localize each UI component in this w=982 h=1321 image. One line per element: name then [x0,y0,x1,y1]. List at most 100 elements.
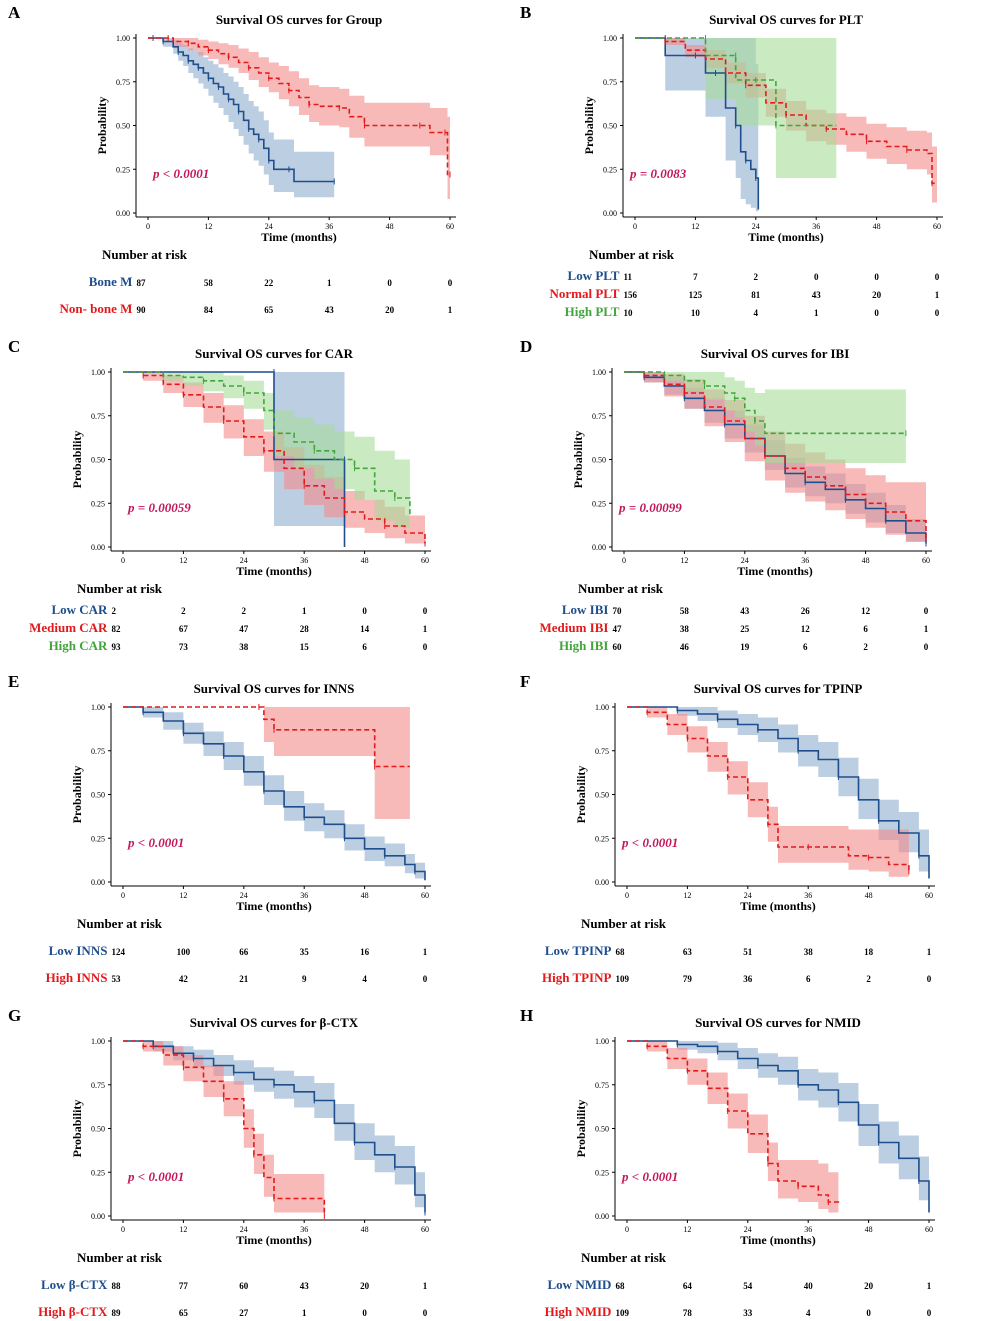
x-tick-label: 48 [361,556,369,565]
risk-count: 14 [360,624,370,634]
risk-count: 87 [136,278,146,288]
panel-letter: G [8,1006,21,1025]
risk-row-label: Medium IBI [539,620,608,635]
risk-table-title: Number at risk [578,581,664,596]
panel-letter: B [520,3,531,22]
risk-count: 1 [302,1308,307,1318]
y-tick-label: 0.00 [595,878,609,887]
chart-title: Survival OS curves for PLT [709,12,863,27]
ci-band-green [624,372,906,463]
risk-count: 6 [863,624,868,634]
y-axis-label: Probability [571,431,585,489]
p-value: p = 0.00059 [127,500,191,515]
risk-count: 38 [804,947,814,957]
x-tick-label: 36 [812,222,820,231]
risk-count: 88 [111,1281,121,1291]
x-tick-label: 48 [873,222,881,231]
survival-line-green [635,37,837,127]
y-tick-label: 0.50 [91,791,105,800]
survival-line-blue [123,1040,426,1213]
risk-count: 10 [691,308,701,318]
x-tick-label: 12 [683,1225,691,1234]
risk-count: 89 [111,1308,121,1318]
x-tick-label: 0 [146,222,150,231]
risk-count: 22 [264,278,274,288]
risk-row-label: Non- bone M [59,301,132,316]
risk-count: 12 [861,606,871,616]
risk-count: 0 [423,606,428,616]
risk-table-title: Number at risk [77,1250,163,1265]
p-value: p < 0.0001 [621,835,678,850]
survival-line-red [148,37,450,176]
risk-count: 2 [242,606,247,616]
panel-letter: C [8,337,20,356]
risk-count: 0 [924,642,929,652]
y-tick-label: 0.25 [91,1168,105,1177]
risk-count: 1 [423,1281,428,1291]
x-tick-label: 24 [240,1225,248,1234]
risk-count: 0 [935,272,940,282]
ci-band-green [123,372,410,539]
ci-band-blue [123,1041,425,1216]
x-tick-label: 48 [865,891,873,900]
risk-count: 68 [615,1281,625,1291]
y-axis-label: Probability [70,431,84,489]
ci-band-red [627,707,909,879]
risk-count: 6 [806,974,811,984]
y-tick-label: 0.50 [116,122,130,131]
panel-f: F Survival OS curves for TPINP 0.00 0.25 0.5… [520,672,935,985]
risk-row-label: Low β-CTX [41,1277,108,1292]
x-tick-label: 60 [925,1225,933,1234]
risk-count: 2 [754,272,759,282]
risk-count: 47 [239,624,249,634]
x-axis-label: Time (months) [236,899,311,913]
p-value: p < 0.0001 [621,1169,678,1184]
ci-band-green [635,38,837,178]
y-tick-label: 0.50 [595,791,609,800]
y-tick-label: 0.50 [91,1125,105,1134]
x-tick-label: 48 [386,222,394,231]
x-tick-label: 48 [865,1225,873,1234]
risk-count: 18 [864,947,874,957]
risk-table-title: Number at risk [77,581,163,596]
p-value: p = 0.0083 [629,166,687,181]
y-tick-label: 0.75 [91,412,105,421]
y-tick-label: 0.25 [91,834,105,843]
risk-count: 4 [754,308,759,318]
x-tick-label: 60 [922,556,930,565]
risk-row-label: High TPINP [542,970,612,985]
risk-count: 35 [300,947,310,957]
chart-title: Survival OS curves for NMID [695,1015,861,1030]
risk-table-title: Number at risk [589,247,675,262]
chart-title: Survival OS curves for CAR [195,346,354,361]
x-tick-label: 60 [421,1225,429,1234]
risk-count: 0 [362,606,367,616]
survival-line-blue [148,37,335,183]
x-tick-label: 12 [683,891,691,900]
ci-band-red [627,1041,839,1215]
survival-line-red [627,1040,840,1204]
x-tick-label: 60 [421,891,429,900]
risk-count: 27 [239,1308,249,1318]
risk-count: 2 [181,606,186,616]
risk-count: 0 [423,642,428,652]
x-tick-label: 60 [421,556,429,565]
risk-count: 26 [801,606,811,616]
risk-count: 2 [111,606,116,616]
ci-band-red [148,38,450,199]
risk-count: 0 [387,278,392,288]
x-tick-label: 0 [625,891,629,900]
risk-count: 0 [423,974,428,984]
x-axis-label: Time (months) [236,1233,311,1247]
x-tick-label: 36 [325,222,333,231]
risk-row-label: Low IBI [562,602,609,617]
x-tick-label: 12 [680,556,688,565]
risk-count: 156 [623,290,637,300]
risk-count: 124 [111,947,125,957]
risk-count: 1 [302,606,307,616]
panel-letter: A [8,3,21,22]
x-tick-label: 0 [633,222,637,231]
x-tick-label: 48 [361,1225,369,1234]
y-axis-label: Probability [70,766,84,824]
y-axis-label: Probability [70,1100,84,1158]
